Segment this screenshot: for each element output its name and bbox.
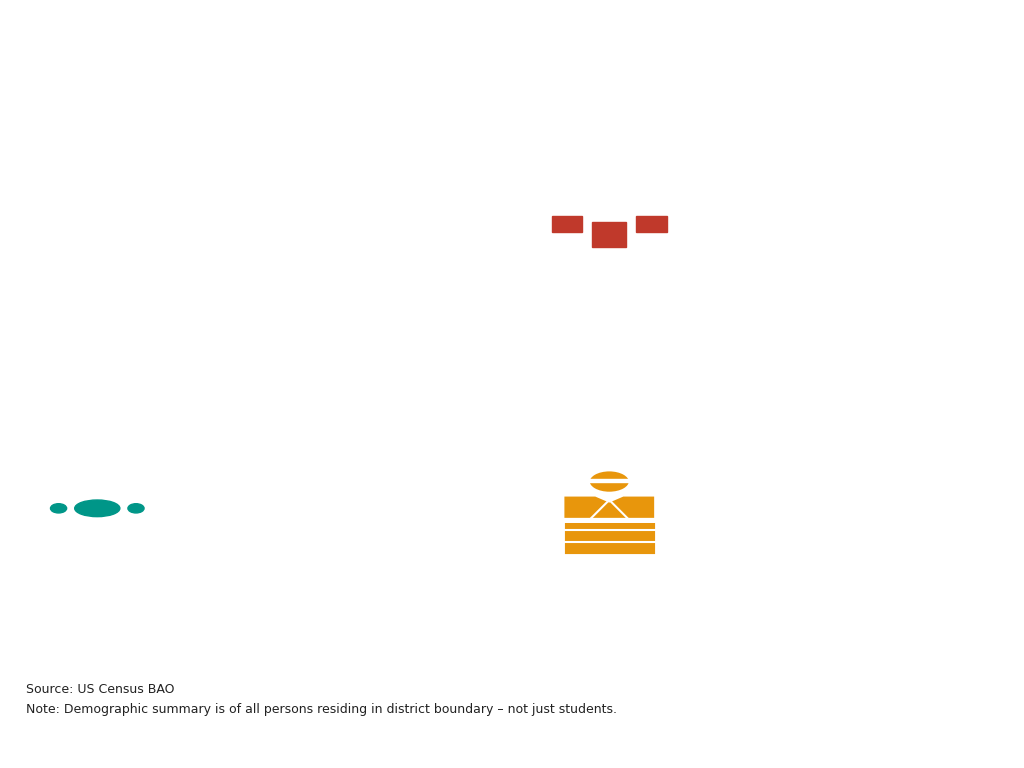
Text: Observations: Housing growth in the
district has been minimal the past two
decad: Observations: Housing growth in the dist…	[717, 343, 984, 415]
Polygon shape	[96, 187, 139, 208]
Polygon shape	[84, 470, 132, 488]
Text: 2023: $62,346: 2023: $62,346	[205, 438, 337, 455]
Text: Observations: The unemployment rate in
the district is higher than the State of
: Observations: The unemployment rate in t…	[717, 483, 1002, 536]
Bar	[41, 492, 154, 524]
Polygon shape	[75, 466, 124, 484]
Text: Demographic Summary: Demographic Summary	[26, 12, 587, 58]
Bar	[143, 187, 171, 208]
Text: 2023 to 2028: 1.86%: 2023 to 2028: 1.86%	[205, 517, 394, 535]
Text: Observations: Population growth in the
district has been minimal the past two
de: Observations: Population growth in the d…	[205, 309, 476, 381]
Text: 2010 to 2020: 0.59%: 2010 to 2020: 0.59%	[717, 217, 906, 236]
Bar	[63, 207, 76, 226]
Bar	[143, 207, 156, 226]
Text: ©  2024 RSP. All rights reserved: © 2024 RSP. All rights reserved	[26, 740, 248, 754]
Text: Income: Income	[36, 628, 159, 661]
Text: Observations: Income level in the district is
forecasted to increase the next fi: Observations: Income level in the distri…	[205, 562, 506, 615]
Text: 2020 to 2023: 0.77%: 2020 to 2023: 0.77%	[717, 257, 906, 275]
Bar	[640, 171, 660, 200]
Circle shape	[65, 172, 90, 187]
Bar	[565, 478, 653, 482]
Bar	[159, 207, 171, 226]
Circle shape	[588, 469, 631, 494]
Bar	[592, 222, 627, 247]
Circle shape	[144, 172, 170, 187]
Text: Source: US Census BAO: Source: US Census BAO	[26, 683, 174, 696]
Polygon shape	[63, 468, 115, 491]
Polygon shape	[16, 187, 59, 208]
Text: 53: 53	[981, 740, 998, 754]
Text: 2028: $68,365: 2028: $68,365	[205, 477, 337, 495]
Text: Population: Population	[9, 335, 185, 368]
Bar	[636, 216, 667, 231]
Text: 2010 to 2020: 0.58%: 2010 to 2020: 0.58%	[205, 184, 394, 202]
Text: 2020 to 2023: 0.33%: 2020 to 2023: 0.33%	[205, 223, 394, 241]
Text: Percent Change of Annual Rate
of Housing Inventory: Percent Change of Annual Rate of Housing…	[717, 98, 955, 133]
Polygon shape	[7, 201, 68, 223]
Bar	[63, 187, 91, 208]
Bar	[79, 207, 91, 226]
Circle shape	[104, 172, 130, 187]
Polygon shape	[521, 160, 697, 208]
Ellipse shape	[75, 500, 120, 517]
Polygon shape	[562, 520, 656, 556]
Circle shape	[25, 172, 50, 187]
Text: 2000 to 2010: 0.37%: 2000 to 2010: 0.37%	[717, 178, 906, 196]
Circle shape	[50, 504, 67, 513]
Polygon shape	[86, 201, 148, 223]
Text: Note: Demographic summary is of all persons residing in district boundary – not : Note: Demographic summary is of all pers…	[26, 703, 616, 716]
Text: Housing: Housing	[542, 335, 677, 368]
Polygon shape	[562, 494, 656, 520]
Text: Unemployment Rate: Unemployment Rate	[717, 392, 874, 407]
Text: 2023 to 2028: 0.29%: 2023 to 2028: 0.29%	[717, 296, 906, 315]
Bar	[552, 216, 583, 231]
Text: 2000 to 2010: -0.09%: 2000 to 2010: -0.09%	[205, 144, 400, 162]
Circle shape	[128, 504, 144, 513]
Text: Workforce: Workforce	[525, 628, 693, 661]
Text: 2.5% as of July 2023: 2.5% as of July 2023	[717, 438, 974, 462]
Text: 2023 to 2028: 0.14%: 2023 to 2028: 0.14%	[205, 263, 394, 281]
Text: Percent Change of Annual Rate: Percent Change of Annual Rate	[205, 98, 443, 114]
Text: Median Household Income: Median Household Income	[205, 392, 408, 407]
Bar	[545, 207, 674, 247]
